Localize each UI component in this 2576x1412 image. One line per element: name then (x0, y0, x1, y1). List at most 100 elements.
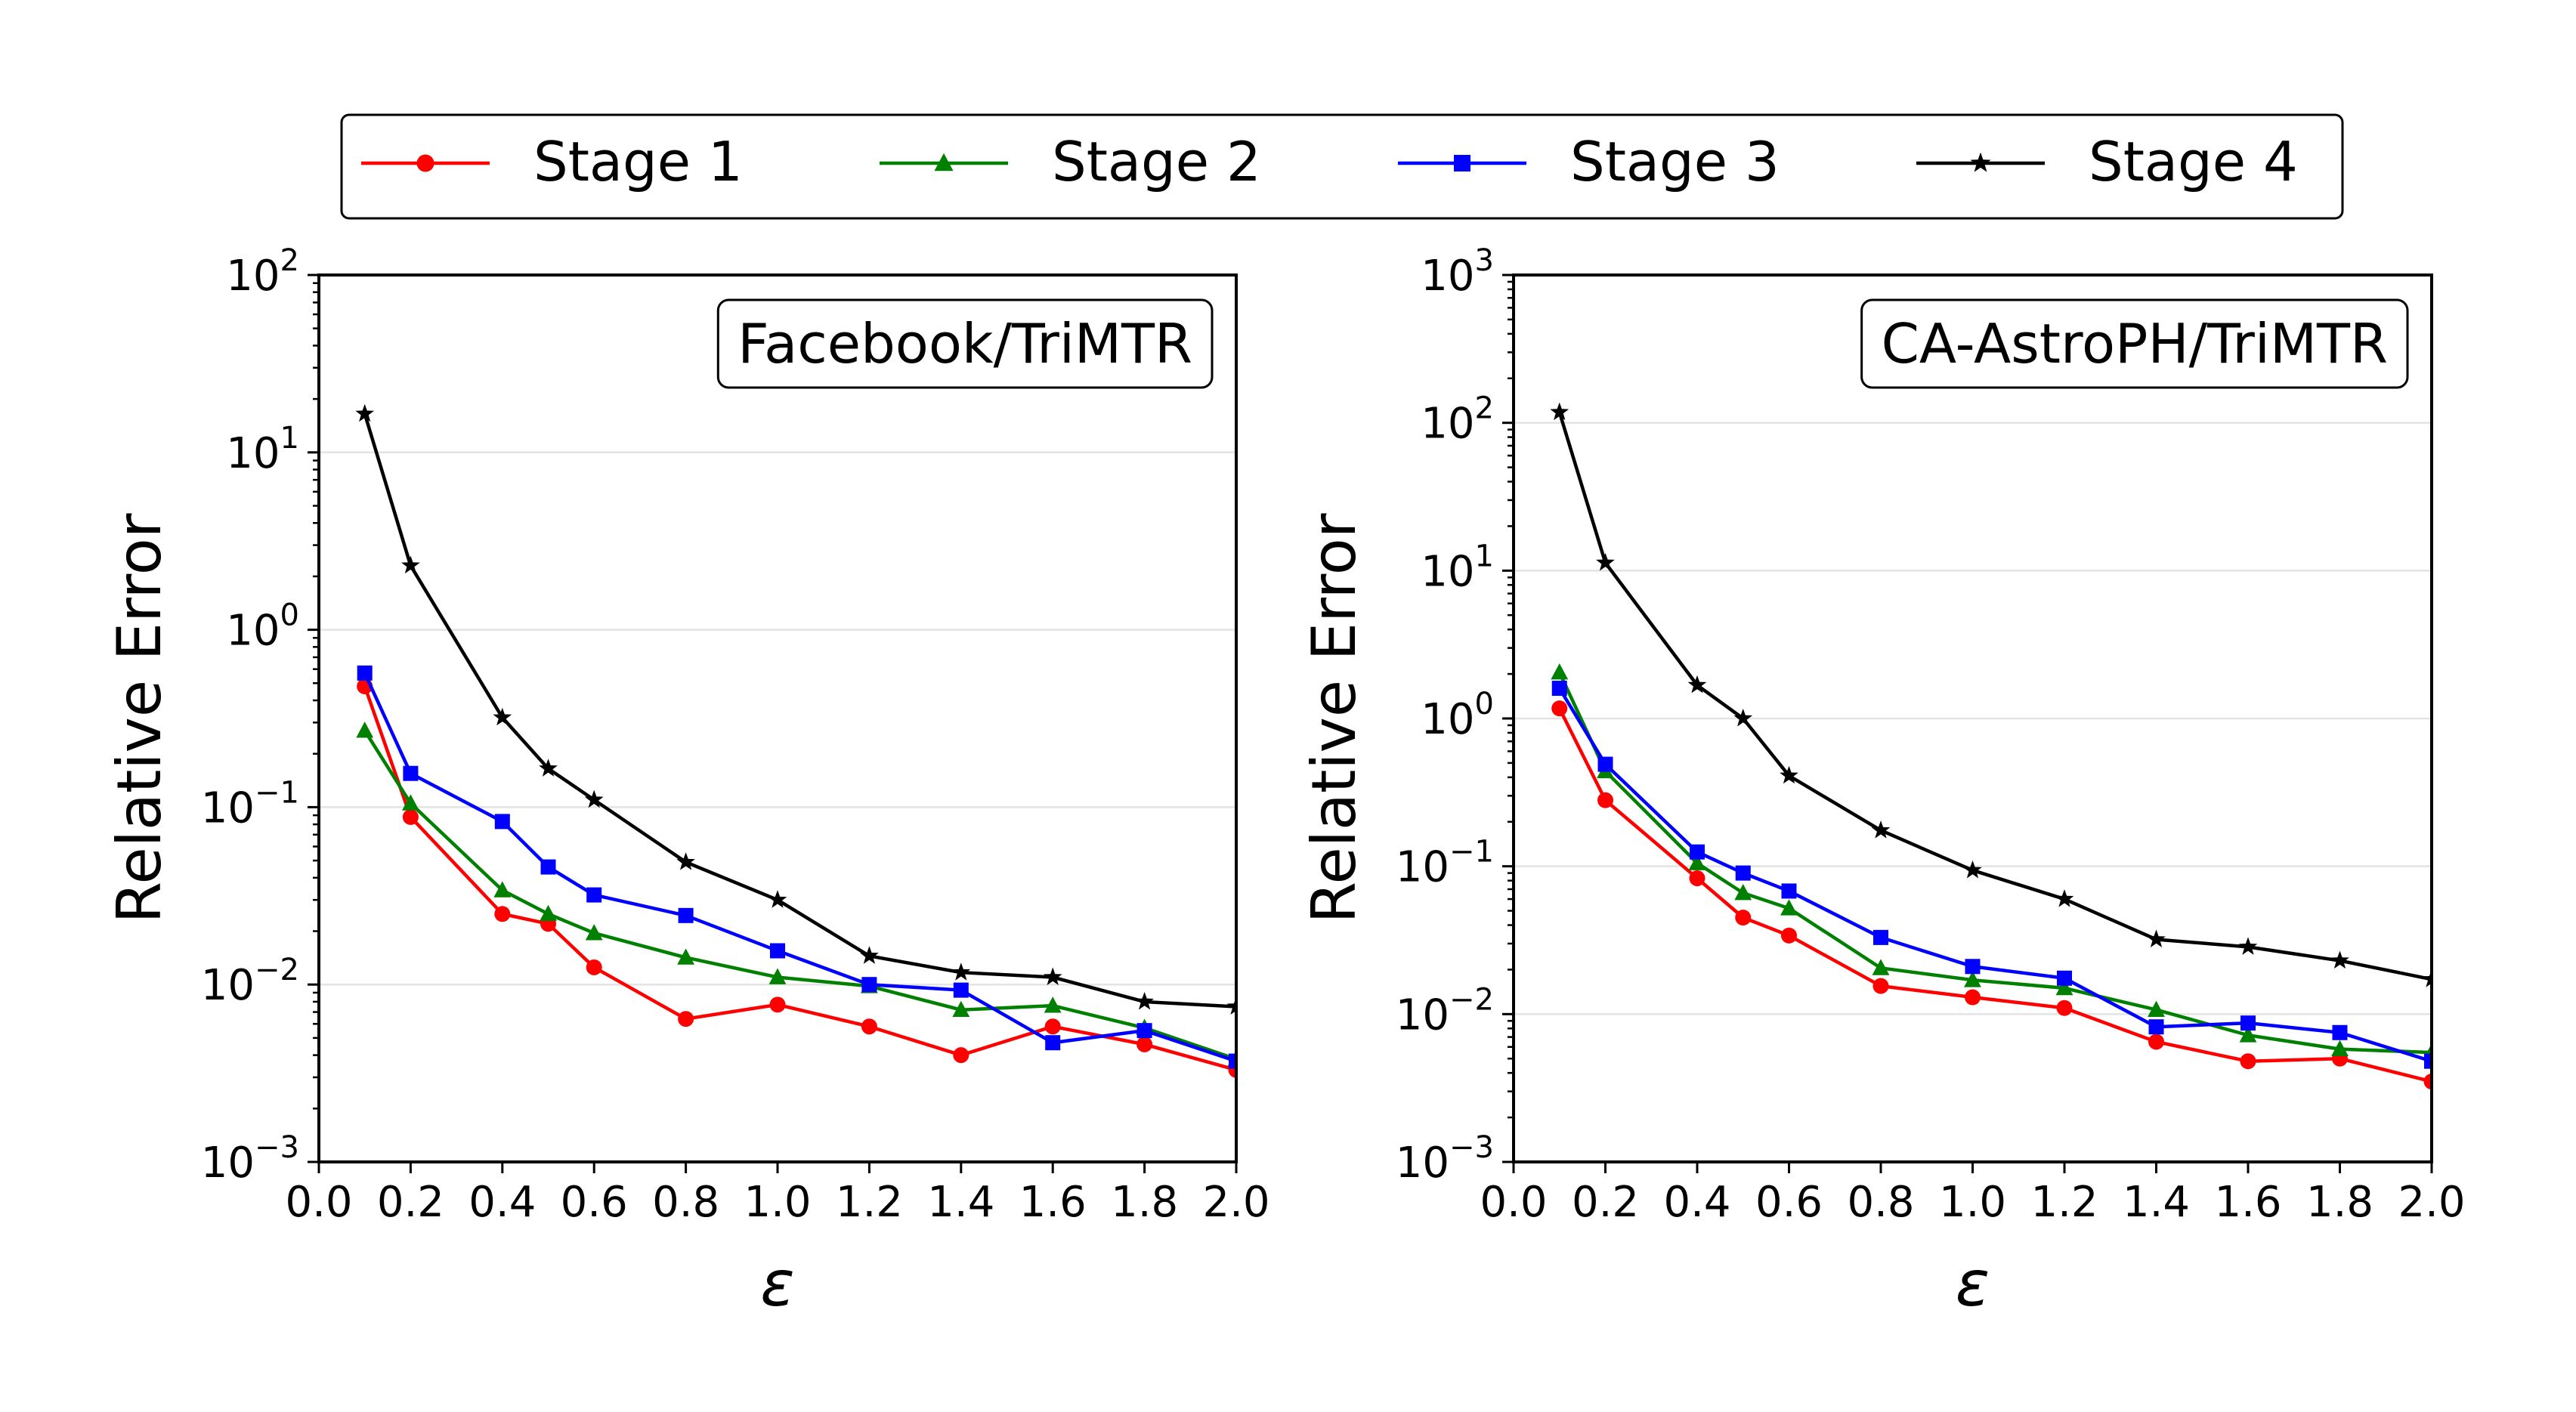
data-point-stage-2 (585, 924, 603, 941)
x-tick-label: 0.8 (1847, 1178, 1914, 1227)
y-tick-label: 10−3 (1396, 1130, 1494, 1188)
data-point-stage-1 (861, 1018, 877, 1035)
series-line-stage-1 (1557, 707, 2432, 1083)
chart-panel-astroph: 10−3 10−2 10−1 100 101 102 103 0.0 0.2 0.4 0.6 0.8 1… (1299, 243, 2466, 1321)
data-point-stage-2 (768, 968, 787, 984)
data-point-stage-4 (1871, 820, 1891, 839)
y-tick-label: 100 (1421, 687, 1494, 744)
data-point-stage-2 (952, 1000, 970, 1018)
data-point-stage-4 (860, 946, 879, 964)
data-point-stage-3 (586, 887, 602, 903)
data-point-stage-3 (2057, 970, 2072, 986)
plot-area (1550, 402, 2432, 1090)
y-axis-label: Relative Error (1299, 513, 1369, 923)
data-point-stage-2 (2239, 1026, 2257, 1043)
data-point-stage-3 (1597, 756, 1613, 772)
legend-frame (340, 113, 2344, 220)
x-tick-label: 0.6 (561, 1178, 628, 1227)
data-point-stage-3 (770, 943, 785, 959)
data-point-stage-1 (678, 1011, 694, 1027)
data-point-stage-4 (1226, 996, 1236, 1015)
data-point-stage-2 (493, 881, 512, 898)
chart-title-box (716, 298, 1214, 389)
series-line-stage-3 (363, 672, 1236, 1063)
chart-title: CA-AstroPH/TriMTR (1882, 312, 2388, 375)
data-point-stage-1 (494, 906, 511, 922)
chart-title-box (1860, 298, 2409, 389)
x-axis-label: ε (760, 1247, 794, 1321)
data-point-stage-2 (2148, 1000, 2165, 1017)
y-tick-label: 10−3 (201, 1130, 299, 1188)
data-point-stage-4 (1596, 552, 1615, 571)
data-point-stage-1 (1735, 910, 1752, 926)
legend-label-stage-4: Stage 4 (2089, 130, 2298, 193)
data-point-stage-1 (1551, 700, 1568, 717)
data-point-stage-3 (1965, 959, 1981, 975)
x-tick-label: 0.0 (1480, 1178, 1547, 1227)
data-point-stage-3 (494, 814, 510, 830)
data-point-stage-4 (768, 890, 787, 908)
data-point-stage-3 (953, 982, 969, 998)
legend-marker-stage-1 (416, 154, 434, 172)
data-point-stage-2 (1734, 883, 1752, 901)
data-point-stage-4 (2422, 969, 2432, 987)
x-tick-label: 0.2 (1572, 1178, 1639, 1227)
data-point-stage-3 (1551, 681, 1567, 697)
axes-frame (317, 273, 1238, 1163)
data-point-stage-2 (1551, 663, 1569, 680)
data-point-stage-1 (2423, 1074, 2432, 1090)
data-point-stage-3 (1735, 865, 1751, 881)
data-point-stage-3 (403, 765, 419, 781)
legend-label-stage-3: Stage 3 (1570, 130, 1780, 193)
series-line-stage-2 (1557, 672, 2432, 1055)
y-tick-label: 102 (226, 243, 299, 301)
data-point-stage-3 (1136, 1023, 1152, 1039)
data-point-stage-4 (1687, 675, 1707, 694)
data-point-stage-2 (677, 948, 694, 965)
data-point-stage-4 (1550, 402, 1569, 421)
data-point-stage-3 (1873, 929, 1888, 945)
legend-marker-stage-3 (1454, 155, 1470, 171)
legend-label-stage-2: Stage 2 (1052, 130, 1261, 193)
series-line-stage-4 (363, 413, 1236, 1009)
x-tick-label: 1.4 (2123, 1178, 2190, 1227)
y-tick-label: 101 (226, 421, 299, 478)
data-point-stage-4 (2147, 929, 2166, 948)
x-tick-label: 1.0 (744, 1178, 811, 1227)
data-point-stage-3 (861, 977, 877, 993)
x-tick-label: 0.0 (285, 1178, 352, 1227)
data-point-stage-3 (1781, 883, 1797, 899)
data-point-stage-1 (769, 996, 786, 1013)
plot-area (355, 403, 1236, 1078)
data-point-stage-3 (357, 665, 373, 681)
x-tick-label: 0.6 (1755, 1178, 1823, 1227)
x-tick-label: 1.8 (1111, 1178, 1178, 1227)
data-point-stage-4 (951, 962, 971, 981)
data-point-stage-2 (1872, 959, 1890, 975)
data-point-stage-1 (402, 808, 419, 825)
y-tick-label: 101 (1421, 539, 1494, 596)
data-point-stage-3 (2148, 1019, 2164, 1035)
data-point-stage-4 (355, 403, 375, 422)
chart-panel-facebook: 10−3 10−2 10−1 100 101 102 0.0 0.2 0.4 0.6 0.8 1.0 1… (104, 243, 1270, 1321)
y-tick-label: 10−2 (201, 953, 299, 1010)
legend-marker-stage-2 (934, 153, 954, 171)
data-point-stage-4 (1135, 991, 1154, 1010)
data-point-stage-4 (2055, 889, 2074, 907)
data-point-stage-3 (1045, 1035, 1061, 1051)
data-point-stage-2 (2331, 1040, 2349, 1056)
y-tick-label: 103 (1421, 243, 1494, 301)
x-tick-label: 0.2 (377, 1178, 444, 1227)
x-tick-label: 0.8 (652, 1178, 719, 1227)
x-tick-label: 1.2 (836, 1178, 903, 1227)
y-tick-label: 100 (226, 598, 299, 656)
x-tick-label: 1.2 (2030, 1178, 2098, 1227)
data-point-stage-3 (678, 907, 694, 923)
data-point-stage-1 (586, 959, 602, 975)
series-line-stage-1 (363, 685, 1236, 1072)
data-point-stage-4 (539, 759, 558, 777)
data-point-stage-1 (1689, 870, 1705, 887)
data-point-stage-4 (1963, 860, 1982, 879)
legend-label-stage-1: Stage 1 (533, 130, 743, 193)
